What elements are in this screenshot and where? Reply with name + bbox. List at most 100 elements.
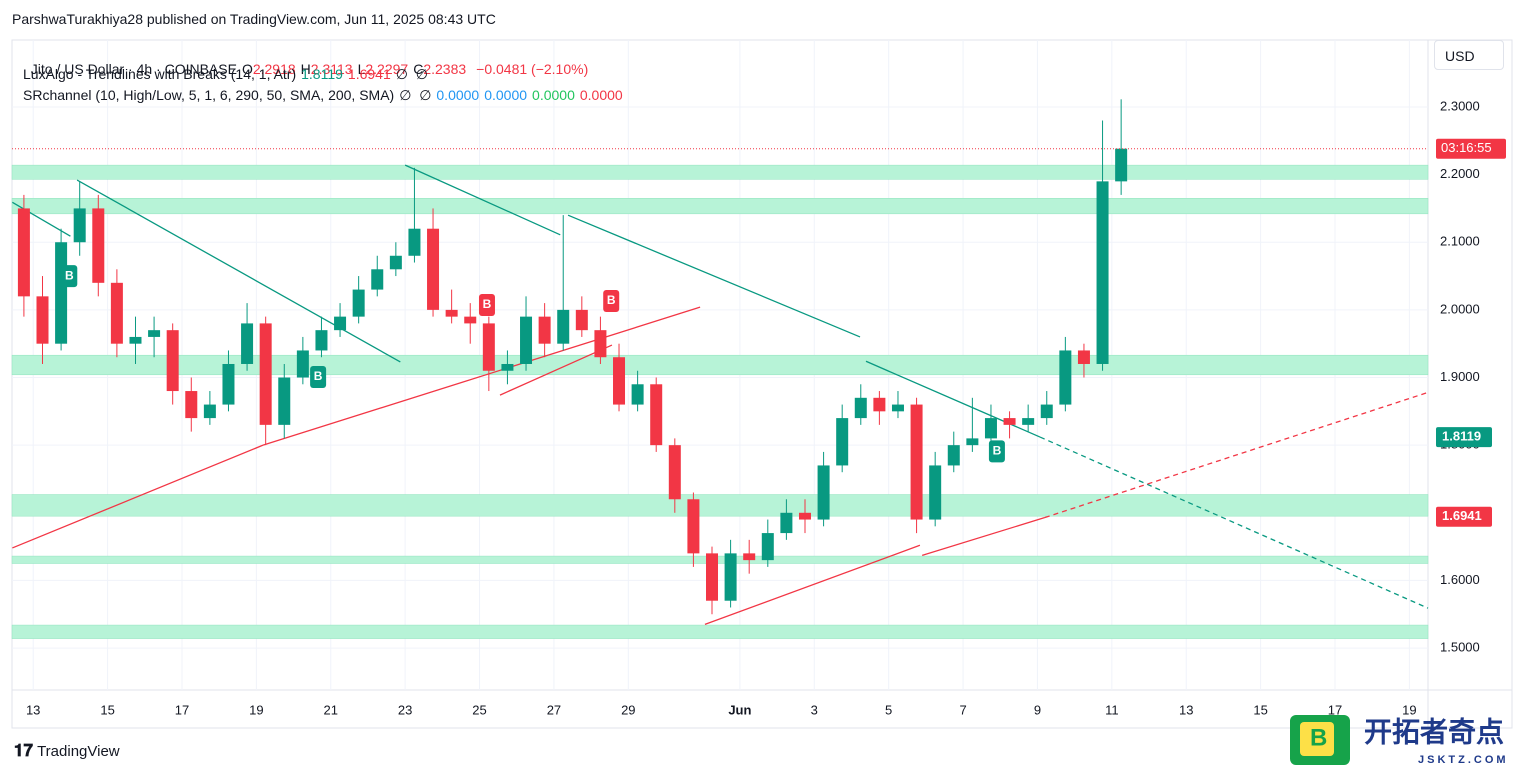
signal-label: B — [65, 268, 74, 282]
y-tick-label: 2.1000 — [1440, 234, 1480, 249]
k: C — [413, 61, 424, 77]
x-tick-label: 7 — [959, 702, 966, 717]
candle-body — [315, 330, 328, 351]
candle-body — [929, 465, 942, 520]
x-tick-label: 25 — [472, 702, 486, 717]
candle-body — [873, 397, 886, 412]
candle-body — [278, 377, 291, 425]
candle-body — [984, 418, 997, 439]
indicator: LuxAlgo - Trendlines with Breaks (14, 1,… — [23, 66, 433, 83]
sr-zone — [11, 555, 1429, 564]
candle-body — [817, 465, 830, 520]
legend-item: 0.0000 — [436, 87, 480, 103]
pane-border — [11, 39, 1513, 729]
legend-item: 1.8119 — [301, 66, 343, 82]
candle-body — [445, 309, 458, 317]
y-tick-label: 1.5000 — [1440, 640, 1480, 655]
candle-body — [408, 228, 421, 256]
trendline — [404, 164, 561, 236]
candle-body — [724, 553, 737, 601]
price-label: 1.6941 — [1442, 508, 1482, 523]
y-tick-label: 2.2000 — [1440, 166, 1480, 181]
candle-body — [259, 323, 272, 425]
signal-box — [603, 289, 620, 312]
indicator: SRchannel (10, High/Low, 5, 1, 6, 290, 5… — [23, 87, 628, 104]
candle-body — [334, 316, 347, 331]
x-tick-label: 19 — [249, 702, 263, 717]
candle-body — [427, 228, 440, 310]
legend-item: ∅ ∅ — [395, 66, 428, 82]
candle-body — [241, 323, 254, 364]
candle-body — [166, 330, 179, 392]
candle-body — [389, 255, 402, 270]
x-tick-label: 15 — [1253, 702, 1267, 717]
k: L — [357, 61, 366, 77]
signal-box — [988, 440, 1005, 463]
trendline — [1044, 391, 1429, 519]
candle-body — [296, 350, 309, 378]
candle-body — [203, 404, 216, 419]
candle-body — [910, 404, 923, 520]
candle-body — [1115, 148, 1128, 182]
y-tick-label: 2.3000 — [1440, 98, 1480, 113]
legend-item: 0.0000 — [579, 87, 623, 103]
candle-body — [73, 208, 86, 243]
candle-body — [891, 404, 904, 412]
candle-body — [594, 330, 607, 358]
candle-body — [129, 336, 142, 344]
candle-body — [110, 282, 123, 344]
signal-box — [61, 265, 78, 288]
legend-main: Jito / US Dollar · 4h · COINBASE O2.2918 H… — [23, 45, 593, 77]
x-tick-label: 27 — [547, 702, 561, 717]
currency-button[interactable]: USD — [1434, 40, 1504, 70]
candle-body — [1003, 418, 1016, 425]
k: O — [241, 61, 253, 77]
candle-body — [836, 418, 849, 466]
x-tick-label: 9 — [1034, 702, 1041, 717]
y-tick-label: 1.6000 — [1440, 572, 1480, 587]
x-tick-label: 23 — [398, 702, 412, 717]
candle-body — [148, 330, 161, 337]
candle-body — [668, 445, 681, 500]
brand: 𝟏𝟕 TradingView — [14, 741, 120, 760]
legend-item: LuxAlgo - Trendlines with Breaks (14, 1,… — [23, 66, 297, 82]
candle-body — [185, 391, 198, 419]
trendline — [262, 306, 701, 446]
countdown-box — [1436, 138, 1506, 159]
candle-body — [798, 512, 811, 520]
candle-body — [854, 397, 867, 419]
trendline — [499, 344, 613, 396]
publisher: ParshwaTurakhiya28 published on TradingV… — [12, 11, 496, 27]
sr-zone — [11, 494, 1429, 517]
signal-label: B — [314, 369, 323, 383]
candle-body — [1077, 350, 1090, 364]
trendline — [1039, 436, 1429, 609]
signal-label: B — [993, 444, 1002, 458]
x-tick-label: Jun — [728, 702, 751, 717]
y-tick-label: 1.9000 — [1440, 369, 1480, 384]
candle-body — [761, 533, 774, 561]
candle-body — [631, 384, 644, 405]
x-tick-label: 13 — [26, 702, 40, 717]
candle-body — [947, 445, 960, 466]
trendline — [921, 516, 1046, 557]
sr-zone — [11, 164, 1429, 180]
candle-body — [966, 438, 979, 446]
legend-item: 0.0000 — [484, 87, 528, 103]
candle-body — [650, 384, 663, 446]
price-label-box — [1436, 427, 1492, 448]
candle-body — [371, 269, 384, 290]
x-tick-label: 5 — [885, 702, 892, 717]
brand-text: TradingView — [37, 743, 120, 760]
trendline — [567, 214, 861, 338]
candle-body — [482, 323, 495, 371]
candle-body — [36, 296, 49, 344]
sr-zone — [11, 624, 1429, 639]
candle-body — [501, 363, 514, 371]
candle-body — [1040, 404, 1053, 419]
legend-item: 0.0000 — [532, 87, 575, 103]
candle-body — [780, 512, 793, 534]
candle-body — [687, 499, 700, 554]
symbol: Jito / US Dollar · 4h · COINBASE — [30, 61, 237, 77]
